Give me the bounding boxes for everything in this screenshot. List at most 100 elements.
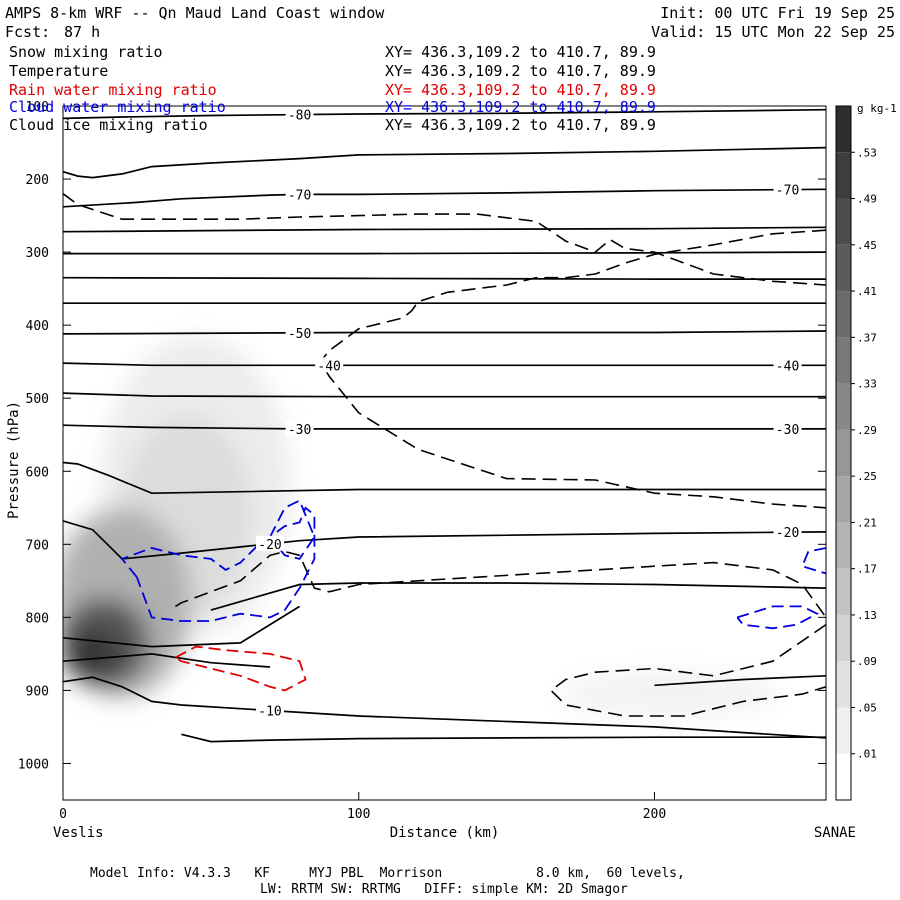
cloud-water-contour-2 <box>736 605 820 630</box>
model-info: Model Info: V4.3.3 KF MYJ PBL Morrison 8… <box>90 866 685 881</box>
field-cloudwater-xy: XY= 436.3,109.2 to 410.7, 89.9 <box>385 98 656 116</box>
colorbar-label: .25 <box>857 470 877 483</box>
isotherm-5 <box>63 276 826 280</box>
x-tick-label: 100 <box>347 807 370 822</box>
isotherm-label-bg <box>285 106 314 122</box>
colorbar-segment <box>836 476 851 523</box>
y-tick-label: 100 <box>26 100 49 115</box>
colorbar-segment <box>836 383 851 430</box>
isotherm-7 <box>63 330 826 335</box>
field-snow-label: Snow mixing ratio <box>9 43 163 61</box>
valid-time: Valid: 15 UTC Mon 22 Sep 25 <box>651 23 895 41</box>
colorbar-label: .05 <box>857 701 877 714</box>
x-tick-label: 0 <box>59 807 67 822</box>
isotherm-label: -30 <box>776 423 799 438</box>
colorbar-label: .53 <box>857 146 877 159</box>
model-physics: LW: RRTM SW: RRTMG DIFF: simple KM: 2D S… <box>260 882 628 897</box>
cloud-water-contour-3 <box>801 547 826 575</box>
isotherm-label-bg <box>285 324 314 340</box>
colorbar-segment <box>836 614 851 662</box>
isotherm-label-bg <box>773 524 802 540</box>
isotherm-label-bg <box>285 420 314 436</box>
colorbar-segment <box>836 291 851 338</box>
isotherm-label: -70 <box>776 184 799 199</box>
isotherm-label: -10 <box>258 705 281 720</box>
colorbar-segment <box>836 337 851 384</box>
y-tick-label: 500 <box>26 392 49 407</box>
field-snow-xy: XY= 436.3,109.2 to 410.7, 89.9 <box>385 43 656 61</box>
plot-frame <box>62 105 827 801</box>
isotherm-8 <box>63 362 826 367</box>
forecast-hours: 87 h <box>64 23 101 41</box>
colorbar-segment <box>836 198 851 245</box>
colorbar-label: .33 <box>857 378 877 391</box>
snow-shade-sanae <box>559 672 780 717</box>
isotherm-label-bg <box>256 702 285 718</box>
y-tick-label: 1000 <box>18 757 49 772</box>
y-tick-label: 200 <box>26 173 49 188</box>
colorbar-segment <box>836 429 851 477</box>
y-axis-label: Pressure (hPa) <box>6 401 22 519</box>
isotherm-label: -40 <box>776 359 799 374</box>
x-start-label: Veslis <box>53 825 104 841</box>
isotherm-label: -20 <box>776 526 799 541</box>
isotherm-3 <box>63 226 826 233</box>
isotherm-label: -40 <box>317 359 340 374</box>
cloud-water-contour-0 <box>120 506 316 622</box>
colorbar-label: .29 <box>857 424 877 437</box>
colorbar-segment <box>836 753 851 800</box>
isotherm-14 <box>63 605 301 648</box>
colorbar-label: .41 <box>857 285 877 298</box>
isotherm-1 <box>63 146 826 179</box>
cloud-water-contour-1 <box>269 499 316 560</box>
y-tick-label: 400 <box>26 319 49 334</box>
field-temperature-xy: XY= 436.3,109.2 to 410.7, 89.9 <box>385 62 656 80</box>
init-time: Init: 00 UTC Fri 19 Sep 25 <box>660 4 895 22</box>
colorbar-segment <box>836 661 851 708</box>
colorbar-label: .45 <box>857 239 877 252</box>
field-temperature-label: Temperature <box>9 62 109 80</box>
isotherm-17 <box>654 674 826 687</box>
x-axis-label: Distance (km) <box>390 825 500 841</box>
cloud-ice-contour-1 <box>319 229 826 509</box>
colorbar-frame <box>835 105 852 801</box>
isotherm-9 <box>63 392 826 398</box>
isotherm-0 <box>63 108 826 120</box>
field-cloudice-xy: XY= 436.3,109.2 to 410.7, 89.9 <box>385 116 656 134</box>
y-tick-label: 900 <box>26 684 49 699</box>
snow-shade-max <box>67 631 118 676</box>
chart-title: AMPS 8-km WRF -- Qn Maud Land Coast wind… <box>5 4 385 22</box>
colorbar-segment <box>836 522 851 569</box>
isotherm-label-bg <box>285 186 314 202</box>
colorbar-segment <box>836 568 851 615</box>
isotherm-12 <box>63 520 826 560</box>
isotherm-label: -70 <box>288 188 311 203</box>
colorbar-unit: g kg-1 <box>857 102 897 115</box>
plot-area: -80 -70 -70 -50 -40 -40 -30 -30 -20 -20 -10 <box>63 106 826 743</box>
colorbar-segment <box>836 106 851 153</box>
y-tick-label: 300 <box>26 246 49 261</box>
colorbar-label: .21 <box>857 516 877 529</box>
isotherm-label-bg <box>773 420 802 436</box>
isotherm-2 <box>63 188 826 208</box>
isotherm-11 <box>63 461 826 495</box>
cloud-ice-contour-3 <box>549 624 826 717</box>
isotherm-label: -50 <box>288 327 311 342</box>
isotherm-label: -30 <box>288 423 311 438</box>
field-rain-label: Rain water mixing ratio <box>9 81 217 99</box>
colorbar-segment <box>836 707 851 754</box>
isotherm-label: -20 <box>258 538 281 553</box>
x-end-label: SANAE <box>814 825 856 841</box>
x-tick-label: 200 <box>643 807 666 822</box>
isotherm-label-bg <box>315 357 344 373</box>
snow-shading <box>63 335 780 717</box>
y-tick-label: 600 <box>26 465 49 480</box>
isotherm-label-bg <box>256 535 285 551</box>
colorbar-label: .09 <box>857 655 877 668</box>
field-cloudwater-label: Cloud water mixing ratio <box>9 98 226 116</box>
y-tick-label: 700 <box>26 538 49 553</box>
isotherm-10 <box>63 424 826 430</box>
isotherm-13 <box>210 582 826 611</box>
colorbar-label: .49 <box>857 193 877 206</box>
